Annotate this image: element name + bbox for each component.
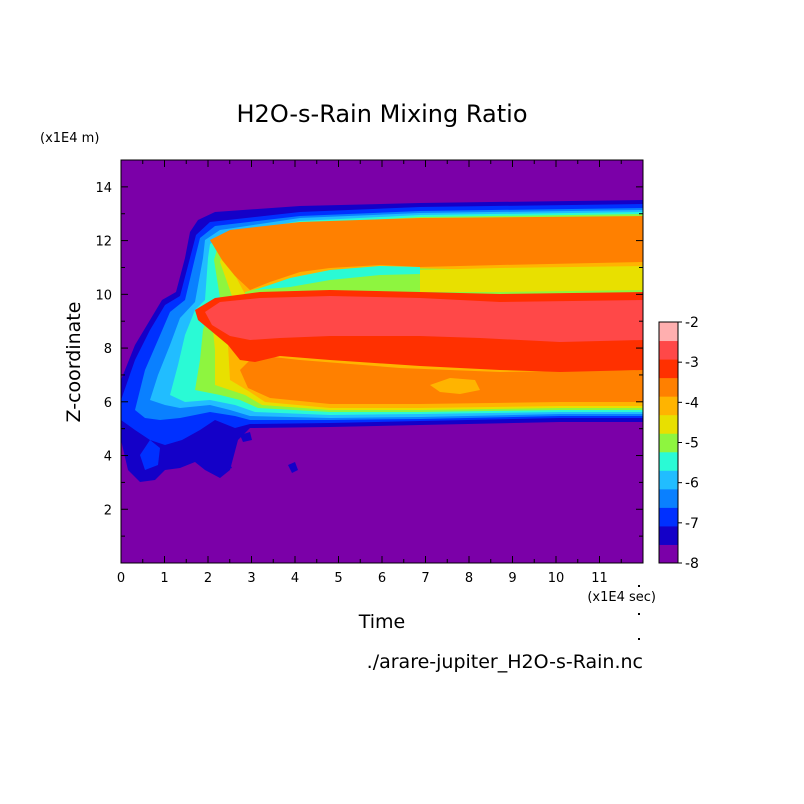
contour-pink-core: [205, 296, 643, 342]
x-tick-label: 3: [247, 571, 255, 586]
y-tick-label: 14: [95, 181, 112, 196]
colorbar-swatch: [659, 414, 678, 434]
y-tick-label: 12: [95, 235, 112, 250]
colorbar-swatch: [659, 451, 678, 471]
colorbar-swatch: [659, 377, 678, 397]
y-tick-label: 8: [104, 342, 112, 357]
x-tick-label: 9: [508, 571, 516, 586]
colorbar-swatch: [659, 525, 678, 545]
tick-mark: [638, 638, 640, 640]
y-unit-label: (x1E4 m): [40, 131, 99, 146]
colorbar-tick-label: -7: [685, 516, 699, 532]
contour-lower-orange: [240, 355, 643, 404]
x-tick-label: 2: [204, 571, 212, 586]
y-tick-label: 4: [104, 450, 112, 465]
x-tick-label: 5: [334, 571, 342, 586]
x-tick-label: 0: [117, 571, 125, 586]
colorbar-tick-label: -4: [685, 395, 699, 411]
tick-mark: [638, 613, 640, 615]
colorbar-swatch: [659, 470, 678, 490]
colorbar-tick-label: -2: [685, 315, 699, 331]
y-tick-label: 6: [104, 396, 112, 411]
colorbar: -2 -3 -4 -5 -6 -7 -8: [658, 315, 699, 572]
colorbar-swatch: [659, 433, 678, 453]
source-filename: ./arare-jupiter_H2O-s-Rain.nc: [367, 651, 643, 673]
contour-orange-blob: [430, 378, 480, 394]
contour-blue-blob-1: [140, 440, 160, 470]
heatmap-plot-area: [121, 160, 643, 563]
x-tick-label: 6: [378, 571, 386, 586]
colorbar-tick-label: -3: [685, 355, 699, 371]
x-tick-label: 10: [548, 571, 565, 586]
x-unit-label: (x1E4 sec): [587, 590, 656, 605]
colorbar-swatch: [659, 340, 678, 360]
chart-title: H2O-s-Rain Mixing Ratio: [237, 100, 528, 128]
contour-blue-blob-2: [200, 448, 232, 472]
contour-blue-blob-4: [240, 432, 252, 442]
colorbar-swatch: [659, 322, 678, 342]
x-tick-label: 1: [160, 571, 168, 586]
x-tick-label: 4: [291, 571, 299, 586]
contour-blue-blob-3: [288, 462, 298, 473]
tick-mark: [638, 585, 640, 587]
colorbar-swatch: [659, 359, 678, 379]
y-tick-label: 2: [104, 503, 112, 518]
contour-band-cyan-mid: [255, 266, 420, 290]
contour-band-yellow-mid: [420, 266, 643, 292]
x-tick-label: 7: [421, 571, 429, 586]
x-axis-title: Time: [358, 611, 406, 633]
colorbar-tick-label: -6: [685, 476, 699, 492]
colorbar-tick-label: -5: [685, 436, 699, 452]
y-tick-label: 10: [95, 288, 112, 303]
colorbar-swatch: [659, 507, 678, 527]
contour-upper-orange: [210, 216, 643, 290]
x-tick-label: 11: [591, 571, 608, 586]
colorbar-tick-label: -8: [685, 556, 699, 572]
colorbar-swatch: [659, 488, 678, 508]
colorbar-swatch: [659, 544, 678, 564]
x-tick-label: 8: [465, 571, 473, 586]
y-axis-title: Z-coordinate: [63, 302, 85, 423]
colorbar-swatch: [659, 396, 678, 416]
